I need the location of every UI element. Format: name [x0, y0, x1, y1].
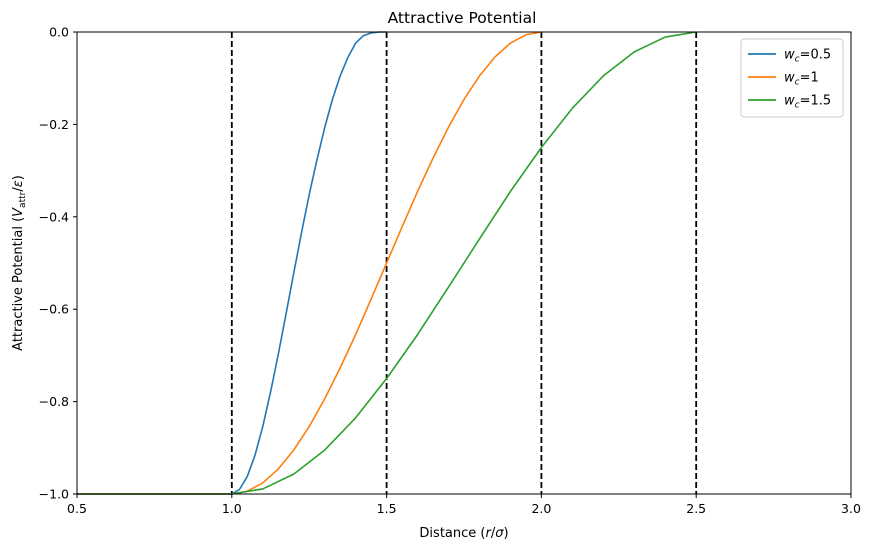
x-axis-label: Distance (r/σ) — [419, 526, 508, 541]
legend-label-1: wc=0.5 — [784, 48, 831, 65]
plot-frame — [76, 31, 852, 495]
legend-box — [740, 38, 844, 118]
x-tick-label: 1.5 — [377, 501, 397, 516]
x-tick-label: 2.5 — [686, 501, 706, 516]
y-axis-label: Attractive Potential (Vattr/ε) — [11, 175, 28, 351]
y-tick-label: −0.8 — [39, 394, 69, 409]
legend-label-3: wc=1.5 — [784, 94, 831, 111]
x-tick-label: 3.0 — [841, 501, 861, 516]
x-axis: 0.5 1.0 1.5 2.0 2.5 3.0 — [67, 494, 861, 516]
y-tick-label: −0.4 — [39, 209, 69, 224]
y-tick-label: −1.0 — [39, 487, 69, 502]
y-tick-label: −0.2 — [39, 117, 69, 132]
legend-label-2: wc=1 — [784, 71, 819, 88]
x-tick-label: 2.0 — [531, 501, 551, 516]
x-tick-label: 1.0 — [222, 501, 242, 516]
y-tick-label: 0.0 — [49, 25, 69, 40]
y-axis: −1.0 −0.8 −0.6 −0.4 −0.2 0.0 — [39, 25, 77, 502]
y-tick-label: −0.6 — [39, 302, 69, 317]
x-tick-label: 0.5 — [67, 501, 87, 516]
legend: wc=0.5 wc=1 wc=1.5 — [740, 38, 844, 118]
series-line-1 — [77, 31, 387, 495]
series-line-2 — [77, 31, 542, 495]
chart-title: Attractive Potential — [388, 9, 537, 27]
